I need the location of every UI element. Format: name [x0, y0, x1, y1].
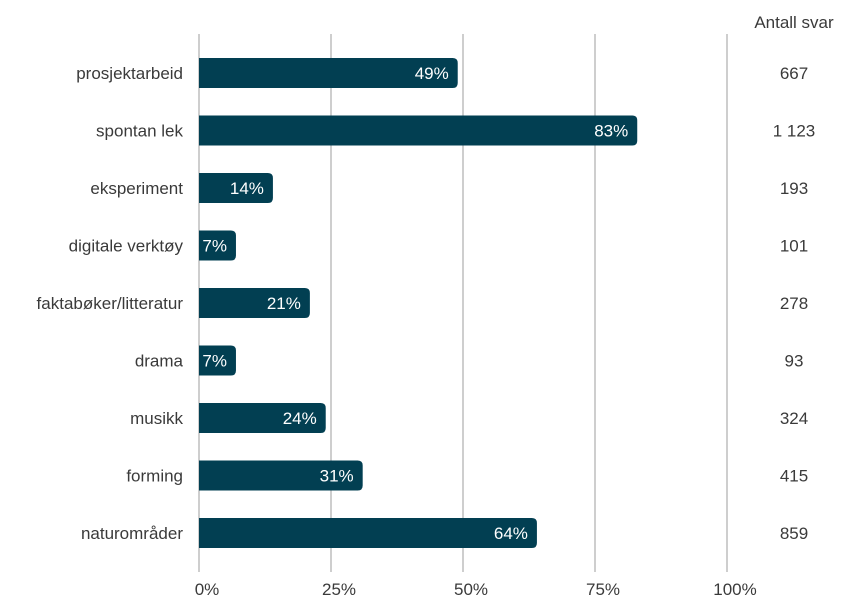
x-axis-tick-labels: 0% 25% 50% 75% 100%: [195, 580, 757, 598]
bar: [199, 115, 638, 146]
category-label: naturområder: [81, 524, 183, 543]
bar-value-labels: 49% 83% 14% 7% 21% 7% 24% 31% 64%: [202, 64, 628, 543]
bar-value-label: 49%: [415, 64, 449, 83]
bar-value-label: 83%: [594, 122, 628, 141]
category-label: forming: [126, 467, 183, 486]
count-value: 93: [785, 352, 804, 371]
bar: [199, 230, 236, 261]
category-label: faktabøker/litteratur: [37, 294, 184, 313]
count-value: 415: [780, 467, 808, 486]
category-label: drama: [135, 352, 184, 371]
bar: [199, 58, 458, 88]
count-value: 101: [780, 237, 808, 256]
bar: [199, 460, 363, 491]
bar-value-label: 64%: [494, 524, 528, 543]
bar-value-label: 31%: [320, 467, 354, 486]
x-tick-label: 0%: [195, 580, 220, 598]
category-label: musikk: [130, 409, 183, 428]
x-tick-label: 25%: [322, 580, 356, 598]
category-label: prosjektarbeid: [76, 64, 183, 83]
count-value: 859: [780, 524, 808, 543]
x-tick-label: 75%: [586, 580, 620, 598]
bar-value-label: 7%: [202, 352, 227, 371]
bar-value-label: 14%: [230, 179, 264, 198]
bar-value-label: 7%: [202, 237, 227, 256]
bar: [199, 288, 310, 318]
x-tick-label: 50%: [454, 580, 488, 598]
count-value: 278: [780, 294, 808, 313]
category-labels: prosjektarbeid spontan lek eksperiment digi…: [37, 64, 184, 543]
count-column: Antall svar 667 1 123 193 101 278 93 324 415 859: [754, 13, 834, 543]
bar: [199, 403, 326, 433]
category-label: digitale verktøy: [69, 237, 184, 256]
count-value: 324: [780, 409, 808, 428]
count-value: 193: [780, 179, 808, 198]
count-value: 1 123: [773, 122, 816, 141]
category-label: spontan lek: [96, 122, 183, 141]
category-label: eksperiment: [90, 179, 183, 198]
counts-header: Antall svar: [754, 13, 834, 32]
count-value: 667: [780, 64, 808, 83]
bar: [199, 173, 273, 203]
bar: [199, 345, 236, 376]
bar-value-label: 21%: [267, 294, 301, 313]
bars: [199, 58, 638, 548]
bar-value-label: 24%: [283, 409, 317, 428]
bar: [199, 518, 537, 548]
x-tick-label: 100%: [713, 580, 756, 598]
